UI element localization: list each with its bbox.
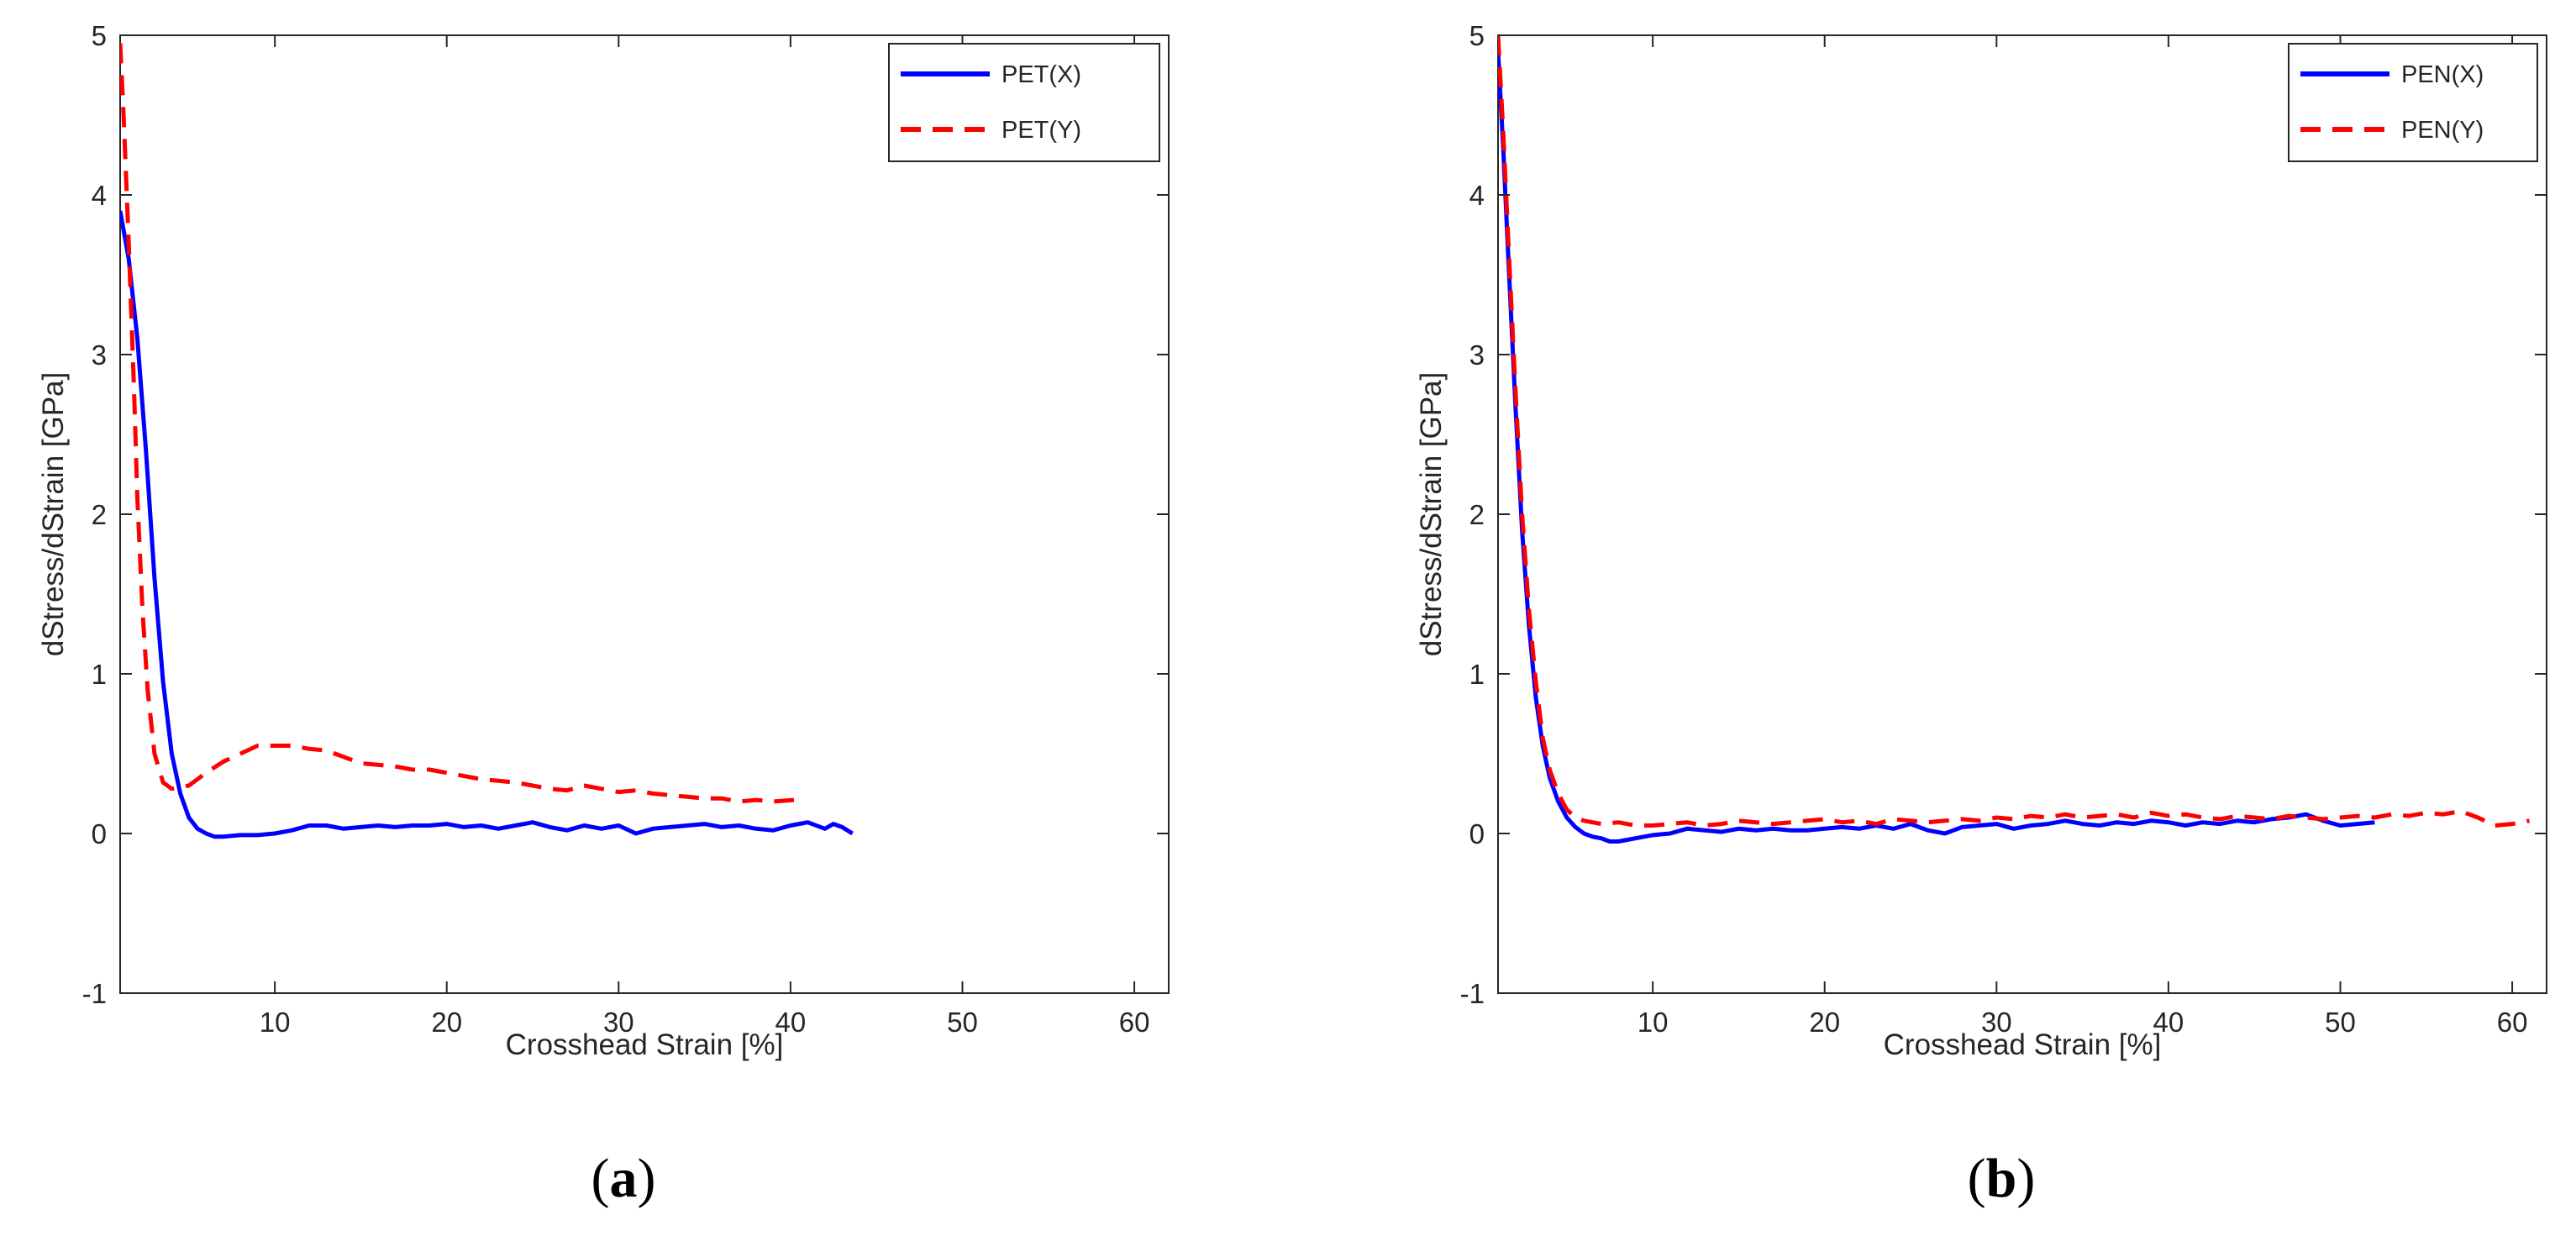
series-line-pen-x [1498,50,2375,844]
legend-label-pen-y: PEN(Y) [2401,117,2484,144]
legend-label-pen-x: PEN(X) [2401,61,2484,88]
panel-label-a: (a) [591,1148,656,1209]
y-tick-label: 4 [92,180,107,211]
panel-label-a-letter: a [610,1148,638,1209]
y-tick-label: 5 [92,20,107,51]
panel-label-b: (b) [1968,1148,2036,1209]
x-tick-label: 10 [260,1007,291,1038]
x-axis-label-b: Crosshead Strain [%] [1884,1028,2162,1061]
series-line-pet-y [120,43,795,804]
y-tick-label: 1 [1469,659,1485,690]
legend-label-pet-y: PET(Y) [1001,117,1081,144]
x-tick-label: 40 [775,1007,807,1038]
y-tick-label: 2 [1469,499,1485,530]
y-tick-label: -1 [1460,978,1485,1009]
x-tick-label: 20 [431,1007,462,1038]
y-axis-label-b: dStress/dStrain [GPa] [1415,372,1448,656]
panel-label-b-open: ( [1968,1148,1986,1209]
x-tick-label: 50 [947,1007,978,1038]
y-axis-label-a: dStress/dStrain [GPa] [37,372,70,656]
x-tick-label: 60 [1119,1007,1150,1038]
y-tick-label: 5 [1469,20,1485,51]
series-layer-b [1498,35,2530,844]
y-tick-label: 3 [1469,339,1485,371]
chart-panel-b: 10 20 30 40 50 60 -1 0 1 2 3 4 5 Crosshead Strain [%… [1415,20,2547,1209]
y-tick-label: 2 [92,499,107,530]
panel-label-b-close: ) [2016,1148,2035,1209]
x-tick-label: 30 [1981,1007,2012,1038]
legend-b: PEN(X) PEN(Y) [2288,43,2538,162]
x-tick-label: 50 [2325,1007,2356,1038]
y-tick-label: 0 [1469,818,1485,849]
panel-label-b-letter: b [1986,1148,2017,1209]
x-axis-label-a: Crosshead Strain [%] [506,1028,784,1061]
x-tick-label: 30 [603,1007,634,1038]
plot-frame-a [119,34,1170,994]
tick-layer-a: 10 20 30 40 50 60 -1 0 1 2 3 4 5 [82,20,1169,1038]
y-tick-label: 1 [92,659,107,690]
legend-box-a [888,43,1160,162]
panel-label-a-open: ( [591,1148,610,1209]
x-tick-label: 20 [1809,1007,1840,1038]
legend-label-pet-x: PET(X) [1001,61,1081,88]
y-tick-label: 4 [1469,180,1485,211]
legend-a: PET(X) PET(Y) [888,43,1160,162]
x-tick-label: 60 [2497,1007,2528,1038]
y-tick-label: -1 [82,978,107,1009]
y-tick-label: 3 [92,339,107,371]
y-tick-label: 0 [92,818,107,849]
x-tick-label: 40 [2153,1007,2184,1038]
tick-layer-b: 10 20 30 40 50 60 -1 0 1 2 3 4 5 [1460,20,2547,1038]
plot-frame-b [1497,34,2547,994]
panel-label-a-close: ) [638,1148,656,1209]
x-tick-label: 10 [1638,1007,1669,1038]
series-line-pet-x [120,210,854,839]
chart-panel-a: 10 20 30 40 50 60 -1 0 1 2 3 4 5 Crosshead Strain [%… [37,20,1170,1209]
legend-box-b [2288,43,2538,162]
series-layer-a [120,43,854,839]
